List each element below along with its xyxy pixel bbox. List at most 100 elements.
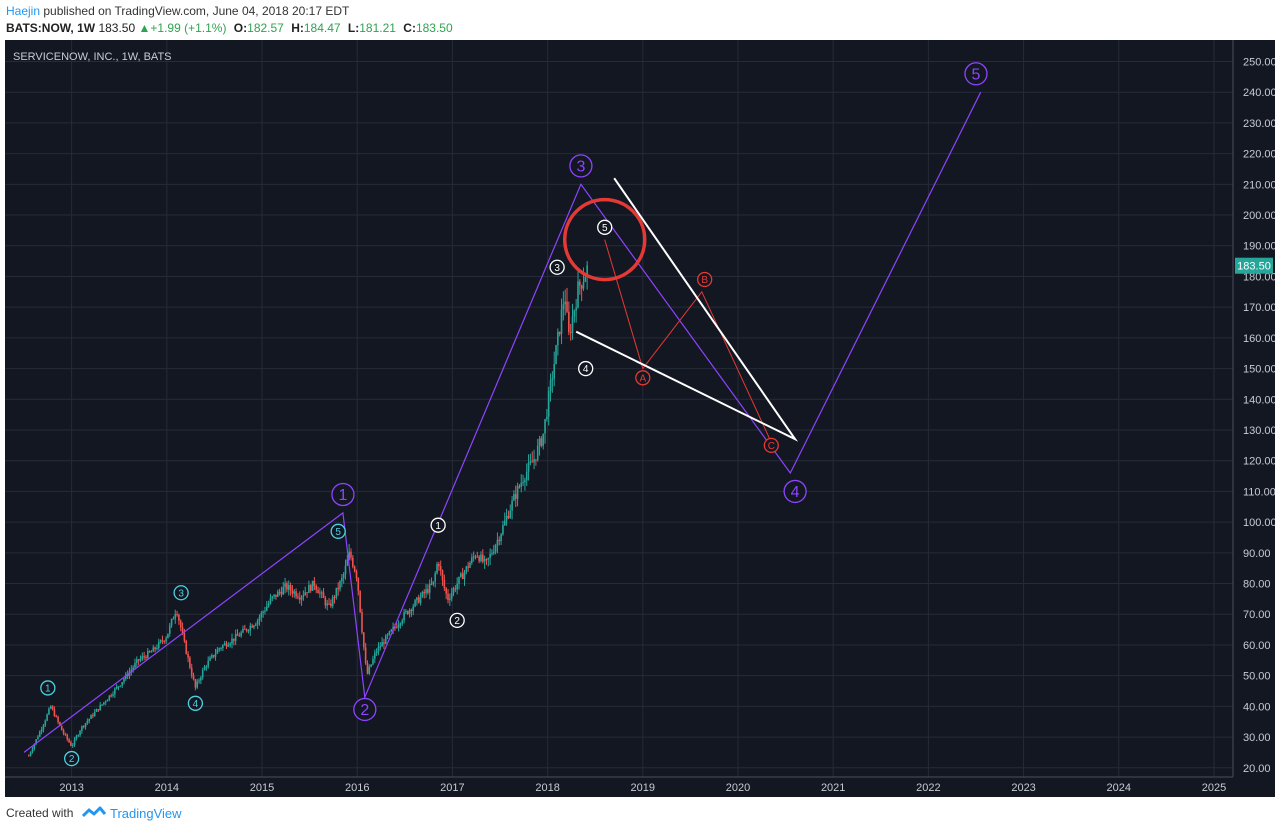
- tradingview-brand[interactable]: TradingView: [110, 806, 182, 821]
- candle-body: [110, 695, 112, 697]
- candle-body: [575, 307, 577, 311]
- wave-label-circle: [635, 370, 651, 386]
- candle-body: [335, 587, 338, 598]
- wave-label: 4: [583, 364, 589, 375]
- candle-body: [467, 566, 469, 568]
- wave-label: 1: [338, 487, 347, 504]
- candle-body: [313, 580, 316, 586]
- candle-body: [123, 679, 125, 683]
- candle-body: [538, 438, 541, 446]
- candle-body: [29, 752, 32, 756]
- candle-body: [573, 310, 576, 317]
- x-tick-label: 2021: [821, 782, 845, 794]
- wave-label: 3: [576, 159, 585, 176]
- candle-body: [211, 655, 213, 658]
- candle-body: [423, 591, 426, 594]
- candle-body: [558, 331, 561, 335]
- x-tick-label: 2024: [1107, 782, 1131, 794]
- candle-body: [460, 573, 462, 577]
- candle-body: [533, 459, 535, 463]
- wave-label: 4: [193, 699, 199, 710]
- y-tick-label: 200.00: [1243, 210, 1275, 222]
- candle-body: [373, 653, 376, 659]
- candle-body: [566, 301, 568, 312]
- candle-body: [454, 588, 457, 590]
- candle-body: [179, 620, 182, 628]
- up-arrow-icon: ▲: [138, 21, 151, 35]
- candle-body: [355, 571, 358, 578]
- x-tick-label: 2013: [59, 782, 83, 794]
- candle-body: [509, 510, 512, 518]
- candle-body: [315, 585, 318, 590]
- candle-body: [320, 592, 323, 594]
- candle-body: [181, 627, 184, 634]
- candle-body: [57, 716, 59, 722]
- y-tick-label: 230.00: [1243, 118, 1275, 130]
- candle-body: [200, 677, 202, 681]
- primary-wave-line: [23, 91, 982, 753]
- candle-body: [432, 581, 435, 584]
- candle-body: [143, 656, 145, 658]
- candle-body: [48, 708, 50, 715]
- candle-body: [161, 640, 164, 642]
- candle-body: [295, 591, 297, 597]
- candle-body: [271, 596, 274, 599]
- y-tick-label: 80.00: [1243, 579, 1271, 591]
- candle-body: [317, 589, 319, 594]
- candle-body: [421, 591, 424, 597]
- last-price: 183.50: [98, 21, 136, 35]
- candle-body: [220, 648, 222, 650]
- candle-body: [234, 634, 237, 641]
- candle-body: [333, 597, 336, 599]
- candle-body: [401, 620, 404, 624]
- x-tick-label: 2015: [250, 782, 274, 794]
- candle-body: [319, 592, 321, 594]
- candle-body: [99, 704, 101, 711]
- y-tick-label: 120.00: [1243, 456, 1275, 468]
- wave-label: 2: [69, 754, 75, 765]
- candle-body: [542, 433, 545, 446]
- wave-label-circle: [330, 523, 346, 539]
- candle-body: [114, 688, 116, 695]
- candle-body: [513, 494, 515, 501]
- candle-body: [370, 664, 372, 667]
- high-value: 184.47: [303, 21, 341, 35]
- candle-body: [586, 265, 588, 277]
- candle-body: [258, 617, 261, 621]
- candle-body: [503, 520, 506, 526]
- candle-body: [496, 539, 499, 546]
- candle-body: [31, 748, 34, 753]
- candle-body: [176, 614, 178, 616]
- candle-body: [557, 331, 559, 346]
- candle-body: [350, 551, 352, 558]
- candle-body: [397, 624, 400, 628]
- candle-body: [245, 629, 248, 631]
- candle-body: [514, 494, 517, 499]
- candle-body: [394, 626, 396, 628]
- candle-body: [84, 723, 87, 727]
- author-link[interactable]: Haejin: [6, 4, 41, 18]
- candle-body: [33, 743, 36, 749]
- candle-body: [485, 559, 488, 561]
- price-chart[interactable]: 1 2 3 4 5 1 2 3 4 5 1 2 3 4 5 A B C 20.00 30.00 40.00 50.00 6…: [5, 40, 1275, 797]
- candle-body: [293, 591, 296, 594]
- highlight-circle: [562, 197, 647, 282]
- candle-body: [392, 626, 394, 630]
- y-tick-label: 160.00: [1243, 333, 1275, 345]
- candle-body: [262, 611, 264, 614]
- candle-body: [134, 662, 136, 668]
- candle-body: [267, 603, 270, 607]
- candle-body: [104, 701, 107, 703]
- candle-body: [568, 311, 570, 333]
- candle-body: [286, 583, 288, 590]
- candle-body: [330, 603, 332, 606]
- x-tick-label: 2025: [1202, 782, 1226, 794]
- candle-body: [535, 459, 537, 461]
- footer: Created with: [0, 797, 1280, 829]
- candle-body: [368, 666, 371, 674]
- candle-body: [553, 364, 555, 379]
- candle-body: [101, 704, 103, 706]
- candle-body: [148, 651, 151, 653]
- candle-body: [265, 606, 268, 611]
- candle-body: [225, 643, 228, 647]
